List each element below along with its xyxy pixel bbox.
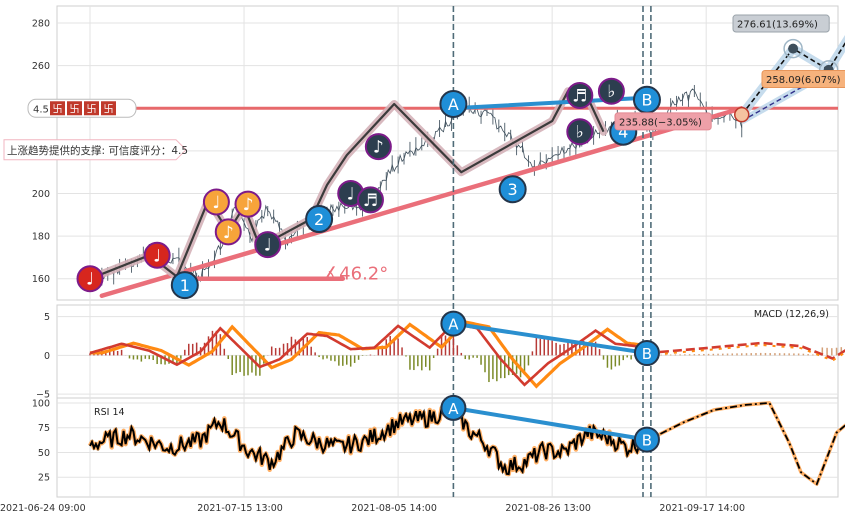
wave-zigzag-inner xyxy=(89,90,605,280)
x-tick-label: 2021-08-05 14:00 xyxy=(351,503,437,514)
y-tick-label: 160 xyxy=(32,274,50,285)
x-tick-label: 2021-08-26 13:00 xyxy=(505,503,591,514)
forecast-point xyxy=(788,43,799,54)
wave-label: 2 xyxy=(314,210,324,229)
support-trendline xyxy=(99,106,744,298)
note-marker xyxy=(254,231,282,259)
wave-label: 3 xyxy=(508,180,518,199)
rsi-line xyxy=(89,401,648,476)
note-marker xyxy=(356,186,384,214)
y-tick-label: 75 xyxy=(38,423,50,434)
trend-angle-label: ∡46.2° xyxy=(323,264,388,285)
level-icon-box xyxy=(101,101,116,116)
rsi-divergence-circle xyxy=(633,426,660,453)
y-tick-label: 50 xyxy=(38,448,50,459)
level-icon-box xyxy=(50,101,65,116)
macd-forecast-signal xyxy=(646,343,845,362)
wave-label-circle xyxy=(305,205,334,234)
wave-label-circle xyxy=(170,271,199,300)
note-marker xyxy=(202,188,230,216)
macd-label: MACD (12,26,9) xyxy=(754,309,829,320)
rsi-label: RSI 14 xyxy=(94,407,125,418)
x-tick-label: 2021-06-24 09:00 xyxy=(0,503,86,514)
macd-divergence-label: B xyxy=(642,345,652,363)
wave-label-circle xyxy=(498,175,527,204)
target-high-label-box xyxy=(732,14,830,33)
y-tick-label: 0 xyxy=(44,351,50,362)
support-annotation-box xyxy=(3,139,187,161)
note-marker-label: ♪ xyxy=(373,138,384,158)
macd-line xyxy=(89,322,648,387)
support-annotation-text: 上涨趋势提供的支撑: 可信度评分：4.5 xyxy=(7,144,188,157)
note-marker-label: ♩ xyxy=(347,184,355,204)
macd-divergence-circle xyxy=(633,340,660,367)
y-tick-label: −5 xyxy=(36,390,50,401)
note-marker-label: ♭ xyxy=(607,82,615,102)
forecast-point-ring xyxy=(783,38,803,59)
note-marker xyxy=(597,77,625,105)
note-marker-label: ♪ xyxy=(243,195,254,215)
wave-label: B xyxy=(641,91,652,110)
x-tick-label: 2021-09-17 14:00 xyxy=(659,503,745,514)
current-price-marker xyxy=(734,106,750,123)
wave-label: 1 xyxy=(180,276,190,295)
level-marker-text: 4.5 xyxy=(33,104,49,115)
rsi-divergence-label: A xyxy=(448,400,459,418)
note-marker xyxy=(566,118,594,146)
note-marker xyxy=(143,241,171,269)
divergence-line-rsi xyxy=(451,405,649,442)
target-low-label: 235.88(−3.05%) xyxy=(619,117,702,128)
level-icon: 卐 xyxy=(87,103,97,115)
wave-label: 4 xyxy=(618,123,628,142)
x-tick-label: 2021-07-15 13:00 xyxy=(197,503,283,514)
note-marker-label: ♩ xyxy=(264,236,272,256)
note-marker-label: ♩ xyxy=(153,246,161,266)
note-marker xyxy=(364,133,392,161)
wave-label: A xyxy=(448,95,459,114)
macd-divergence-circle xyxy=(440,310,467,337)
target-low-label-box xyxy=(614,112,712,131)
wave-label-circle xyxy=(439,90,468,118)
note-marker-label: ♭ xyxy=(576,123,584,143)
target-mid-label: 258.09(6.07%) xyxy=(766,75,841,86)
macd-forecast-line xyxy=(646,341,845,360)
level-icon-box xyxy=(84,101,99,116)
level-icon: 卐 xyxy=(104,103,114,115)
note-marker-label: ♬ xyxy=(572,86,587,106)
note-marker xyxy=(234,190,262,218)
target-high-label: 276.61(13.69%) xyxy=(737,20,818,31)
divergence-line-macd xyxy=(451,321,649,356)
note-marker xyxy=(76,265,104,293)
y-tick-label: 5 xyxy=(44,312,50,323)
y-tick-label: 260 xyxy=(32,61,50,72)
level-icon-box xyxy=(67,101,82,116)
rsi-divergence-circle xyxy=(440,394,467,421)
level-icon: 卐 xyxy=(70,103,80,115)
y-tick-label: 25 xyxy=(38,473,50,484)
rsi-forecast-line xyxy=(646,401,845,486)
rsi-divergence-label: B xyxy=(642,432,652,450)
note-marker-label: ♪ xyxy=(223,223,234,243)
y-tick-label: 280 xyxy=(32,19,50,30)
y-tick-label: 200 xyxy=(32,189,50,200)
note-marker xyxy=(214,218,242,246)
y-tick-label: 180 xyxy=(32,232,50,243)
note-marker-label: ♩ xyxy=(212,193,220,213)
macd-divergence-label: A xyxy=(448,316,459,334)
level-icon: 卐 xyxy=(53,103,63,115)
target-mid-label-box xyxy=(761,70,845,88)
y-tick-label: 100 xyxy=(32,398,50,409)
note-marker xyxy=(566,81,594,109)
note-marker-label: ♬ xyxy=(363,191,378,211)
note-marker-label: ♩ xyxy=(86,270,94,290)
